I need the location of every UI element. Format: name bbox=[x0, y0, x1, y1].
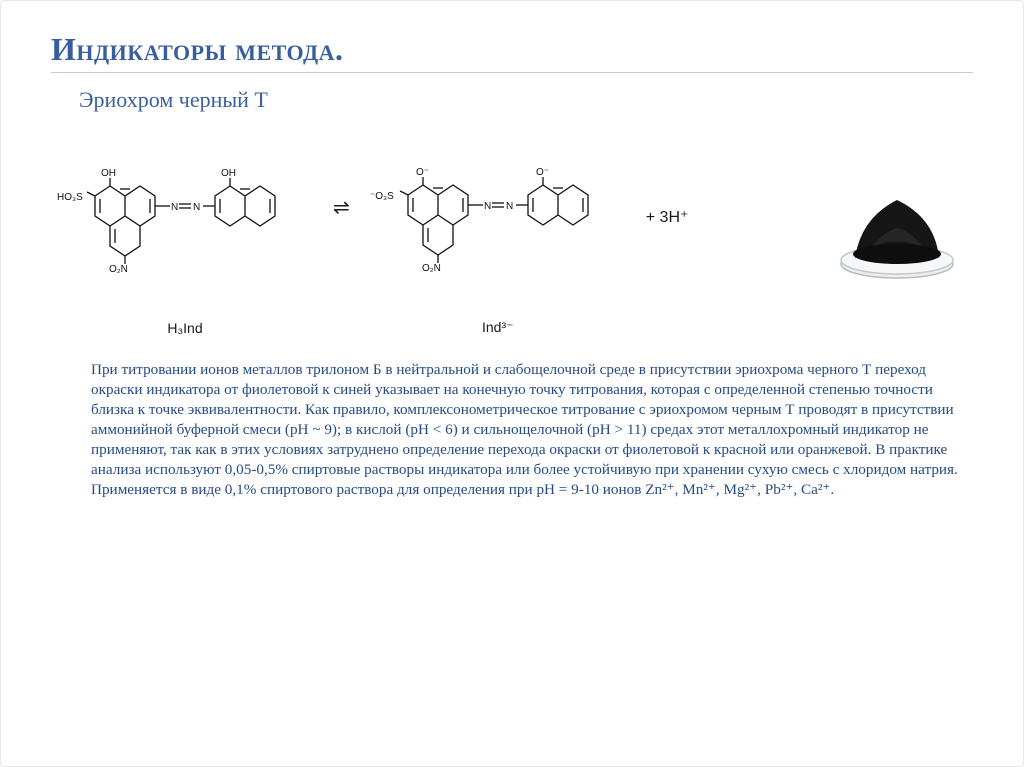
reaction-diagram: OH HO₃S O₂N N N bbox=[51, 121, 973, 342]
molecule-left-label: H₃Ind bbox=[167, 320, 202, 336]
molecule-left-svg: OH HO₃S O₂N N N bbox=[55, 126, 315, 316]
slide-subtitle: Эриохром черный Т bbox=[79, 87, 973, 113]
molecule-right-svg: O⁻ ⁻O₃S O₂N N N O⁻ bbox=[368, 125, 628, 315]
molecule-right: O⁻ ⁻O₃S O₂N N N O⁻ bbox=[368, 125, 628, 336]
equilibrium-symbol: ⇌ bbox=[333, 195, 350, 220]
label-o2n-1: O₂N bbox=[109, 264, 128, 275]
label-ominus-1: O⁻ bbox=[416, 167, 429, 178]
slide-content: Индикаторы метода. Эриохром черный Т OH bbox=[1, 1, 1023, 520]
label-n3: N bbox=[484, 201, 491, 212]
powder-svg bbox=[827, 168, 967, 288]
label-oh-1: OH bbox=[101, 168, 116, 179]
molecule-left: OH HO₃S O₂N N N bbox=[55, 126, 315, 336]
label-o2n-2: O₂N bbox=[422, 263, 441, 274]
label-o3s: ⁻O₃S bbox=[370, 191, 394, 202]
body-paragraph: При титровании ионов металлов трилоном Б… bbox=[91, 360, 967, 500]
label-oh-2: OH bbox=[221, 168, 236, 179]
product-plus: + 3H⁺ bbox=[646, 207, 689, 227]
label-n1: N bbox=[171, 202, 178, 213]
slide-title: Индикаторы метода. bbox=[51, 31, 973, 73]
label-n2: N bbox=[193, 202, 200, 213]
molecule-right-label: Ind³⁻ bbox=[482, 319, 514, 336]
label-ho3s: HO₃S bbox=[57, 192, 83, 203]
label-n4: N bbox=[506, 201, 513, 212]
label-ominus-2: O⁻ bbox=[536, 167, 549, 178]
powder-image bbox=[827, 168, 967, 293]
